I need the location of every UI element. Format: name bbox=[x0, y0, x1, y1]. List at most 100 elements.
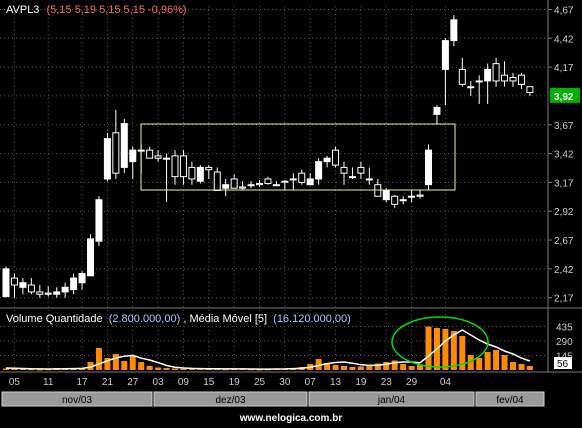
date-tick-label: 17 bbox=[76, 377, 88, 388]
volume-bars bbox=[3, 326, 533, 371]
volume-tick-label: 290 bbox=[556, 337, 573, 348]
volume-bar bbox=[146, 366, 153, 370]
candle-up bbox=[450, 19, 458, 42]
candle-down bbox=[171, 155, 179, 178]
candle-up bbox=[408, 195, 416, 198]
volume-header: Volume Quantidade (2.800.000,00) , Média… bbox=[6, 313, 351, 325]
month-label: dez/03 bbox=[215, 395, 245, 406]
volume-bar bbox=[3, 368, 9, 370]
candle-up bbox=[323, 157, 331, 163]
price-tick-label: 2,67 bbox=[554, 236, 574, 247]
candle-down bbox=[458, 68, 466, 85]
candle-down bbox=[416, 194, 424, 197]
candle-down bbox=[517, 74, 525, 85]
volume-bar bbox=[501, 355, 508, 370]
volume-bar bbox=[366, 364, 373, 370]
price-tick-label: 3,17 bbox=[554, 178, 574, 189]
month-band[interactable] bbox=[153, 391, 308, 407]
candle-down bbox=[340, 166, 348, 174]
month-band[interactable] bbox=[308, 391, 475, 407]
current-price-label: 3,92 bbox=[554, 92, 574, 103]
date-tick-label: 30 bbox=[279, 377, 291, 388]
channel-rectangle[interactable] bbox=[140, 123, 456, 191]
volume-bar bbox=[332, 365, 339, 370]
volume-bar bbox=[493, 350, 500, 370]
candle-down bbox=[44, 292, 52, 295]
volume-bar bbox=[349, 367, 356, 370]
moving-average bbox=[5, 329, 531, 370]
date-axis: 05 11 17 21 27 03 09 15 19 25 30 07 13 19 23 29 04 nov/03… bbox=[1, 377, 545, 407]
volume-bar bbox=[484, 352, 491, 370]
price-tick-label: 2,92 bbox=[554, 207, 574, 218]
candle-up bbox=[281, 180, 289, 183]
price-tick-label: 2,17 bbox=[554, 294, 574, 305]
volume-bar bbox=[467, 355, 474, 370]
price-tick-label: 4,67 bbox=[554, 5, 574, 16]
candle-down bbox=[501, 74, 509, 82]
volume-highlight-ellipse[interactable] bbox=[391, 316, 489, 368]
volume-bar bbox=[104, 358, 111, 370]
candle-up bbox=[61, 286, 69, 293]
ticker-label: AVPL3 bbox=[6, 4, 39, 16]
volume-bar bbox=[188, 369, 195, 370]
candle-down bbox=[509, 76, 517, 82]
footer-url[interactable]: www.nelogica.com.br bbox=[239, 413, 343, 424]
candle-down bbox=[298, 172, 306, 183]
candle-down bbox=[10, 277, 18, 286]
candle-down bbox=[332, 149, 340, 166]
volume-bar bbox=[112, 354, 119, 370]
candle-down bbox=[188, 166, 196, 180]
volume-bar bbox=[450, 331, 457, 370]
current-volume-box bbox=[554, 357, 572, 369]
candle-up bbox=[484, 68, 492, 82]
candle-up bbox=[441, 40, 449, 70]
candle-down bbox=[146, 149, 154, 159]
date-tick-label: 23 bbox=[381, 377, 393, 388]
month-band[interactable] bbox=[475, 391, 545, 407]
candle-down bbox=[492, 63, 500, 82]
date-tick-label: 25 bbox=[254, 377, 266, 388]
candle-down bbox=[357, 166, 365, 174]
date-tick-label: 07 bbox=[305, 377, 317, 388]
volume-bar bbox=[400, 364, 407, 370]
candle-up bbox=[315, 161, 323, 180]
candle-up bbox=[475, 80, 483, 83]
date-tick-label: 19 bbox=[355, 377, 367, 388]
candle-down bbox=[264, 178, 272, 185]
month-label: nov/03 bbox=[62, 395, 92, 406]
volume-bar bbox=[476, 358, 483, 370]
volume-bar bbox=[341, 366, 347, 370]
candle-down bbox=[36, 291, 44, 295]
candle-up bbox=[382, 189, 390, 201]
volume-bar bbox=[324, 363, 331, 370]
candle-up bbox=[129, 149, 137, 163]
volume-bar bbox=[518, 364, 525, 370]
date-tick-label: 11 bbox=[43, 377, 54, 388]
current-price-box bbox=[550, 87, 580, 103]
candle-up bbox=[425, 149, 432, 186]
volume-axis: 43529014556 bbox=[554, 323, 573, 370]
candle-up bbox=[365, 178, 373, 181]
month-band[interactable] bbox=[1, 391, 153, 407]
date-tick-label: 09 bbox=[178, 377, 190, 388]
moving-average-title: , Média Móvel [5] bbox=[183, 313, 267, 325]
candle-up bbox=[120, 123, 128, 168]
candle-down bbox=[154, 155, 162, 159]
candle-up bbox=[78, 272, 86, 284]
candle-up bbox=[399, 199, 407, 202]
date-tick-label: 04 bbox=[440, 377, 452, 388]
date-tick-label: 15 bbox=[203, 377, 215, 388]
volume-bar bbox=[442, 329, 449, 370]
volume-bar bbox=[129, 356, 136, 370]
candle-down bbox=[179, 155, 187, 178]
volume-bar bbox=[121, 361, 128, 370]
volume-title: Volume Quantidade bbox=[6, 313, 103, 325]
candle-down bbox=[526, 86, 534, 93]
candle-down bbox=[213, 171, 221, 191]
volume-bar bbox=[526, 366, 533, 370]
volume-bar bbox=[180, 368, 187, 370]
volume-bar bbox=[391, 360, 398, 370]
price-tick-label: 3,42 bbox=[554, 150, 574, 161]
